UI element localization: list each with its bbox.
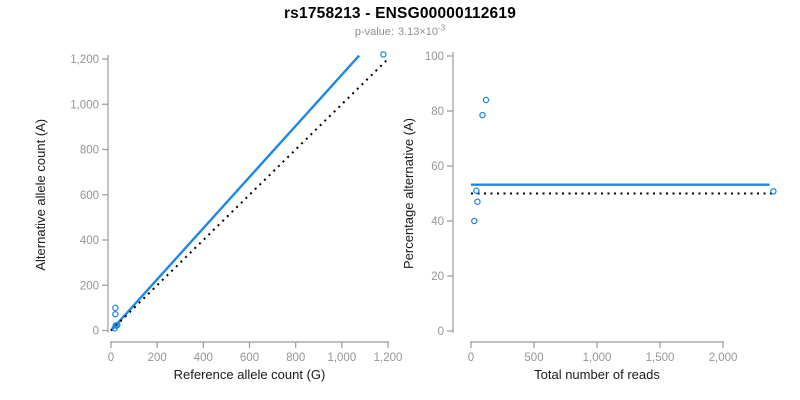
y-axis-title: Alternative allele count (A): [33, 119, 48, 271]
pvalue-exponent: -3: [438, 23, 446, 33]
x-axis-title: Reference allele count (G): [174, 367, 326, 382]
x-tick-label: 200: [148, 352, 167, 364]
pvalue-subtitle: p-value: 3.13×10-3: [0, 23, 800, 38]
allele-counts-plot: 0 200 400 600 800 1,000 1,200 0 200 400 600 800 1,00…: [33, 51, 403, 382]
data-point: [112, 310, 119, 318]
x-tick-label: 400: [194, 352, 213, 364]
y-tick-label: 600: [80, 190, 99, 202]
regression-line: [110, 54, 361, 332]
y-tick-label: 60: [431, 161, 444, 173]
x-tick-label: 1,000: [583, 352, 612, 364]
data-point: [380, 51, 387, 58]
y-tick-label: 200: [80, 280, 99, 292]
y-tick-label: 40: [431, 216, 444, 228]
y-tick-label: 20: [431, 271, 444, 283]
pvalue-base: 3.13×10: [397, 26, 439, 38]
x-tick-label: 500: [524, 352, 543, 364]
figure-title: rs1758213 - ENSG00000112619: [283, 5, 517, 22]
identity-line: [110, 57, 390, 332]
data-point: [111, 324, 118, 332]
y-tick-label: 0: [93, 326, 99, 338]
x-tick-label: 1,200: [374, 352, 403, 364]
x-tick-label: 600: [240, 352, 259, 364]
y-tick-label: 1,000: [70, 99, 99, 111]
y-tick-label: 800: [80, 145, 99, 157]
y-tick-label: 100: [425, 51, 444, 63]
x-tick-label: 1,500: [646, 352, 675, 364]
x-tick-label: 800: [286, 352, 305, 364]
data-point: [482, 96, 490, 104]
x-tick-label: 2,000: [709, 352, 738, 364]
percentage-vs-reads-plot: 0 20 40 60 80 100 0 500 1,000 1,500 2,000 Total num…: [401, 51, 777, 382]
x-tick-label: 0: [108, 352, 114, 364]
y-axis-title: Percentage alternative (A): [401, 118, 416, 269]
x-tick-label: 0: [468, 352, 474, 364]
y-tick-label: 1,200: [70, 54, 99, 66]
figure-header: rs1758213 - ENSG00000112619 p-value: 3.13…: [0, 5, 800, 38]
y-tick-label: 0: [438, 326, 444, 338]
data-point: [479, 111, 486, 119]
data-point: [473, 187, 480, 194]
x-tick-label: 1,000: [327, 352, 356, 364]
data-point: [112, 304, 119, 312]
data-point: [471, 217, 478, 225]
y-tick-label: 400: [80, 235, 99, 247]
y-tick-label: 80: [431, 106, 444, 118]
data-point: [770, 188, 777, 195]
data-point: [474, 198, 481, 205]
x-axis-title: Total number of reads: [534, 367, 660, 382]
pvalue-label: p-value:: [354, 26, 394, 38]
